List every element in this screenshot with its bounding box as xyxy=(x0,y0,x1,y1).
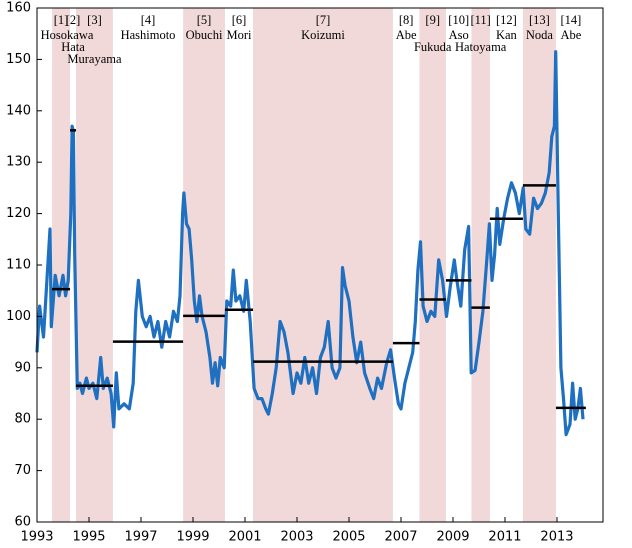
term-shade xyxy=(522,8,556,522)
pm-name: Fukuda xyxy=(414,40,452,54)
term-shade xyxy=(52,8,71,522)
term-shade xyxy=(183,8,225,522)
x-tick-label: 2005 xyxy=(332,530,365,545)
term-number: [8] xyxy=(399,13,414,27)
x-tick-label: 2003 xyxy=(280,530,313,545)
y-tick-label: 80 xyxy=(14,412,31,427)
pm-name: Murayama xyxy=(67,52,122,66)
pm-name: Abe xyxy=(396,28,417,42)
x-tick-label: 2007 xyxy=(384,530,417,545)
y-tick-label: 90 xyxy=(14,360,31,375)
x-tick-label: 1993 xyxy=(20,530,53,545)
term-shade xyxy=(471,8,490,522)
x-tick-label: 2013 xyxy=(540,530,573,545)
x-tick-label: 1995 xyxy=(72,530,105,545)
pm-name: Hata xyxy=(61,40,85,54)
series-line xyxy=(35,50,585,437)
term-number: [6] xyxy=(232,13,247,27)
y-tick-label: 110 xyxy=(6,258,31,273)
pm-name: Hatoyama xyxy=(455,40,507,54)
term-shade xyxy=(75,8,113,522)
term-number: [13] xyxy=(529,13,550,27)
x-tick-label: 2009 xyxy=(436,530,469,545)
y-tick-label: 100 xyxy=(6,309,31,324)
x-tick-label: 2001 xyxy=(228,530,261,545)
y-tick-label: 150 xyxy=(6,52,31,67)
pm-name: Noda xyxy=(526,28,554,42)
term-shade xyxy=(419,8,446,522)
x-tick-label: 2011 xyxy=(488,530,521,545)
pm-name: Mori xyxy=(227,28,253,42)
term-shade xyxy=(253,8,393,522)
y-tick-label: 140 xyxy=(6,103,31,118)
pm-name: Obuchi xyxy=(186,28,223,42)
x-tick-label: 1997 xyxy=(124,530,157,545)
y-tick-label: 70 xyxy=(14,463,31,478)
pm-name: Aso xyxy=(449,28,469,42)
term-number: [14] xyxy=(560,13,581,27)
pm-name: Kan xyxy=(496,28,518,42)
pm-name: Hosokawa xyxy=(41,28,94,42)
x-tick-label: 1999 xyxy=(176,530,209,545)
term-number: [2] xyxy=(66,13,81,27)
term-number: [7] xyxy=(316,13,331,27)
y-tick-label: 130 xyxy=(6,155,31,170)
term-number: [4] xyxy=(141,13,156,27)
y-tick-label: 160 xyxy=(6,1,31,16)
term-number: [11] xyxy=(470,13,490,27)
term-number: [3] xyxy=(87,13,102,27)
y-tick-label: 120 xyxy=(6,206,31,221)
pm-name: Hashimoto xyxy=(121,28,176,42)
pm-name: Abe xyxy=(560,28,581,42)
y-tick-label: 60 xyxy=(14,515,31,530)
term-number: [5] xyxy=(197,13,212,27)
term-number: [10] xyxy=(448,13,469,27)
term-number: [9] xyxy=(425,13,440,27)
pm-name: Koizumi xyxy=(301,28,345,42)
term-number: [12] xyxy=(496,13,517,27)
term-number: [1] xyxy=(54,13,69,27)
